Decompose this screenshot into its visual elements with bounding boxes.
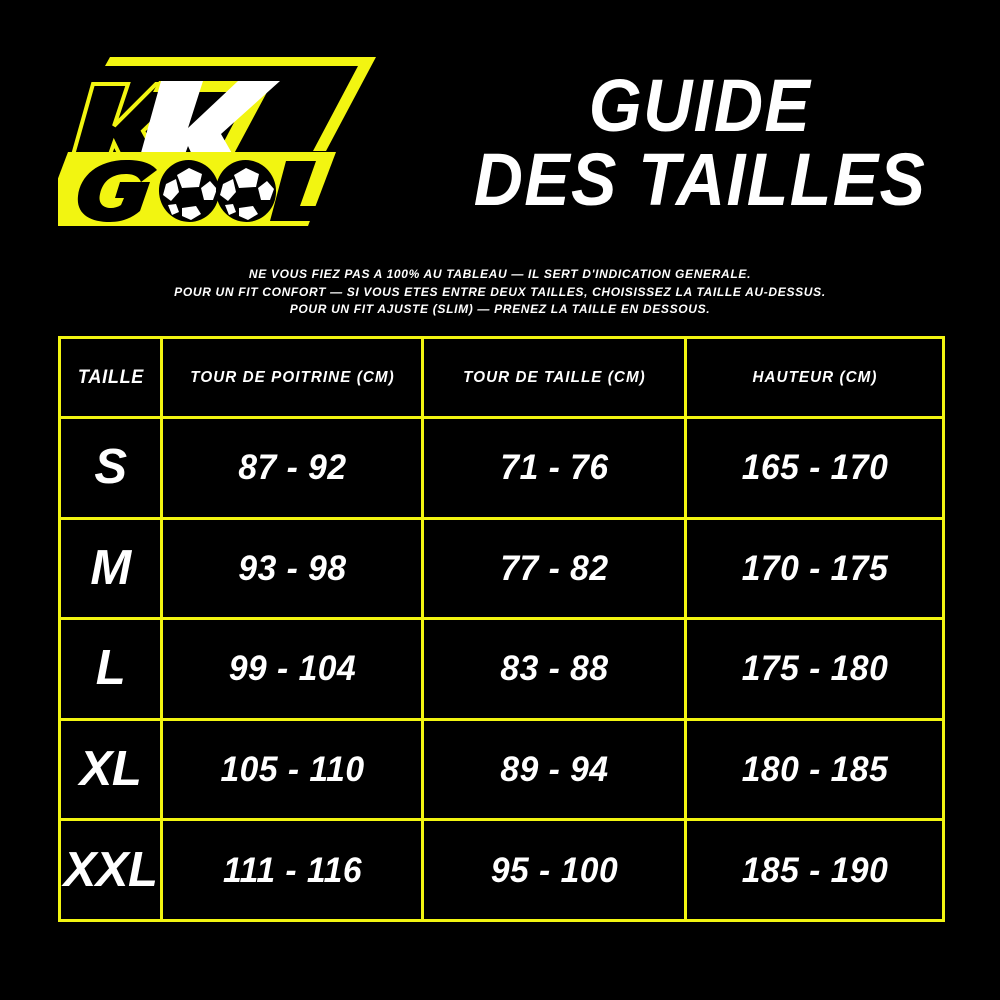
table-header: TAILLE TOUR DE POITRINE (CM) TOUR DE TAI…	[60, 336, 944, 419]
cell-size: M	[58, 516, 163, 621]
cell-chest: 105 - 110	[165, 717, 419, 822]
disclaimer-block: NE VOUS FIEZ PAS A 100% AU TABLEAU — IL …	[0, 266, 1000, 319]
table-row: S 87 - 92 71 - 76 165 - 170	[58, 416, 944, 520]
header-banner: GUIDE DES TAILLES	[0, 0, 1000, 265]
column-header-height: HAUTEUR (CM)	[690, 336, 939, 419]
cell-size: L	[58, 617, 163, 721]
cell-size: S	[58, 416, 163, 520]
cell-chest: 99 - 104	[165, 617, 419, 721]
cell-size: XL	[58, 717, 163, 822]
page-title: GUIDE DES TAILLES	[420, 64, 980, 222]
cell-height: 170 - 175	[689, 516, 940, 621]
cell-chest: 111 - 116	[165, 818, 419, 922]
logo-soccer-ball-1	[158, 160, 220, 222]
cell-waist: 77 - 82	[426, 516, 682, 621]
cell-size: XXL	[58, 818, 163, 922]
column-header-waist: TOUR DE TAILLE (CM)	[427, 336, 681, 419]
cell-chest: 93 - 98	[165, 516, 419, 621]
column-header-chest: TOUR DE POITRINE (CM)	[166, 336, 418, 419]
logo-soccer-ball-2	[215, 160, 277, 222]
brand-logo-graphic	[58, 57, 376, 226]
table-body: S 87 - 92 71 - 76 165 - 170 M 93 - 98 77…	[58, 416, 944, 922]
page-title-line-2: DES TAILLES	[473, 138, 927, 222]
cell-waist: 71 - 76	[426, 416, 682, 520]
table-header-row: TAILLE TOUR DE POITRINE (CM) TOUR DE TAI…	[60, 336, 944, 419]
table-row: M 93 - 98 77 - 82 170 - 175	[58, 516, 944, 621]
table-row: XL 105 - 110 89 - 94 180 - 185	[58, 717, 944, 822]
cell-waist: 89 - 94	[426, 717, 682, 822]
table-row: XXL 111 - 116 95 - 100 185 - 190	[58, 818, 944, 922]
brand-logo[interactable]	[58, 48, 388, 248]
cell-waist: 83 - 88	[426, 617, 682, 721]
table-row: L 99 - 104 83 - 88 175 - 180	[58, 617, 944, 721]
disclaimer-line-3: POUR UN FIT AJUSTE (SLIM) — PRENEZ LA TA…	[289, 302, 711, 317]
cell-chest: 87 - 92	[165, 416, 419, 520]
logo-gool-wordmark	[77, 160, 324, 222]
cell-height: 185 - 190	[689, 818, 940, 922]
column-header-size: TAILLE	[60, 336, 161, 419]
cell-waist: 95 - 100	[426, 818, 682, 922]
disclaimer-line-2: POUR UN FIT CONFORT — SI VOUS ETES ENTRE…	[174, 284, 826, 299]
page-title-line-1: GUIDE	[588, 64, 812, 147]
disclaimer-line-1: NE VOUS FIEZ PAS A 100% AU TABLEAU — IL …	[248, 267, 752, 281]
cell-height: 165 - 170	[689, 416, 940, 520]
cell-height: 180 - 185	[689, 717, 940, 822]
size-guide-table: TAILLE TOUR DE POITRINE (CM) TOUR DE TAI…	[58, 336, 945, 922]
cell-height: 175 - 180	[689, 617, 940, 721]
